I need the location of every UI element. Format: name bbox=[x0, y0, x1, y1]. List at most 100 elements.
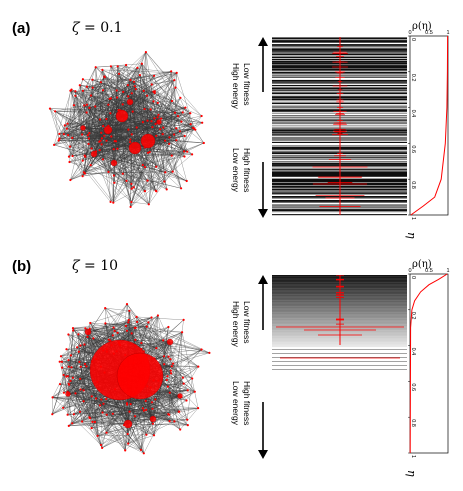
node bbox=[150, 316, 153, 319]
node bbox=[65, 375, 68, 378]
density-tick-label: 0 bbox=[408, 268, 411, 274]
eta-tick-label: 0.2 bbox=[410, 74, 416, 82]
density-tick-label: 0.5 bbox=[425, 30, 433, 36]
node bbox=[68, 160, 71, 164]
node bbox=[183, 155, 186, 158]
hub-node bbox=[110, 159, 118, 167]
density-plot: ρ(η)0 0.5 100.20.40.60.81η bbox=[405, 259, 450, 477]
hub-node bbox=[84, 328, 92, 336]
node bbox=[109, 65, 112, 68]
node bbox=[130, 200, 133, 204]
node bbox=[105, 397, 108, 400]
node bbox=[112, 148, 115, 151]
upper-label-line1: Low fitness bbox=[242, 301, 252, 344]
density-tick-label: 1 bbox=[446, 30, 449, 36]
node bbox=[150, 83, 153, 86]
node bbox=[86, 134, 89, 137]
node bbox=[79, 377, 82, 380]
node bbox=[100, 131, 103, 134]
node bbox=[70, 366, 73, 369]
network-edges bbox=[52, 303, 210, 454]
hub-node bbox=[65, 391, 71, 397]
node bbox=[127, 442, 130, 445]
node bbox=[170, 365, 173, 368]
node bbox=[178, 130, 181, 133]
node bbox=[146, 94, 149, 97]
density-plot: ρ(η)0 0.5 100.20.40.60.81η bbox=[405, 21, 450, 239]
node bbox=[182, 382, 185, 385]
node bbox=[58, 137, 61, 140]
node bbox=[90, 395, 93, 398]
node bbox=[171, 362, 175, 365]
node bbox=[180, 187, 183, 190]
eta-label: η bbox=[405, 232, 418, 239]
node bbox=[125, 63, 128, 67]
node bbox=[173, 79, 176, 82]
node bbox=[127, 318, 130, 322]
node bbox=[98, 404, 102, 407]
node bbox=[86, 335, 89, 338]
node bbox=[127, 321, 130, 324]
node bbox=[146, 151, 150, 154]
node bbox=[111, 412, 114, 415]
density-frame bbox=[409, 35, 449, 216]
node bbox=[185, 179, 188, 183]
node bbox=[153, 91, 156, 95]
node bbox=[90, 427, 93, 430]
eta-tick-label: 0.6 bbox=[410, 383, 416, 391]
node bbox=[191, 153, 194, 156]
edge-lines bbox=[52, 303, 210, 454]
band-line bbox=[272, 344, 407, 346]
node bbox=[116, 65, 119, 68]
node bbox=[140, 341, 143, 345]
node bbox=[58, 132, 61, 135]
hub-node bbox=[166, 338, 174, 346]
node bbox=[69, 354, 72, 357]
node bbox=[208, 351, 211, 354]
density-tick-label: 1 bbox=[446, 268, 449, 274]
node bbox=[91, 420, 94, 423]
node bbox=[148, 150, 151, 154]
hub-node bbox=[177, 393, 183, 399]
hub-node bbox=[80, 125, 86, 131]
node bbox=[129, 138, 132, 141]
node bbox=[168, 142, 171, 145]
node bbox=[101, 158, 104, 161]
node bbox=[71, 422, 74, 425]
node bbox=[189, 112, 192, 115]
node bbox=[149, 108, 152, 111]
node bbox=[90, 147, 93, 150]
node bbox=[62, 373, 65, 377]
node bbox=[166, 375, 169, 378]
node bbox=[186, 424, 189, 427]
node bbox=[100, 398, 103, 401]
node bbox=[133, 85, 136, 88]
node bbox=[144, 51, 147, 54]
node bbox=[81, 133, 84, 136]
network-nodes bbox=[51, 303, 211, 455]
node bbox=[111, 334, 114, 337]
node bbox=[53, 143, 56, 146]
node bbox=[85, 103, 88, 106]
node bbox=[202, 141, 205, 145]
node bbox=[109, 200, 112, 203]
eta-tick-label: 1 bbox=[410, 455, 416, 458]
direction-arrow bbox=[258, 37, 268, 218]
node bbox=[74, 90, 77, 93]
node bbox=[147, 203, 150, 206]
hub-node bbox=[126, 98, 134, 106]
node bbox=[127, 95, 130, 98]
node bbox=[173, 111, 177, 114]
node bbox=[141, 163, 144, 167]
node bbox=[116, 331, 119, 334]
node bbox=[67, 365, 70, 368]
node bbox=[124, 449, 127, 452]
node bbox=[67, 359, 70, 362]
node bbox=[135, 315, 138, 318]
node bbox=[74, 94, 77, 97]
rho-label: ρ(η) bbox=[412, 21, 432, 32]
node bbox=[130, 182, 133, 185]
node bbox=[184, 106, 187, 109]
node bbox=[164, 171, 167, 174]
node bbox=[77, 350, 80, 353]
